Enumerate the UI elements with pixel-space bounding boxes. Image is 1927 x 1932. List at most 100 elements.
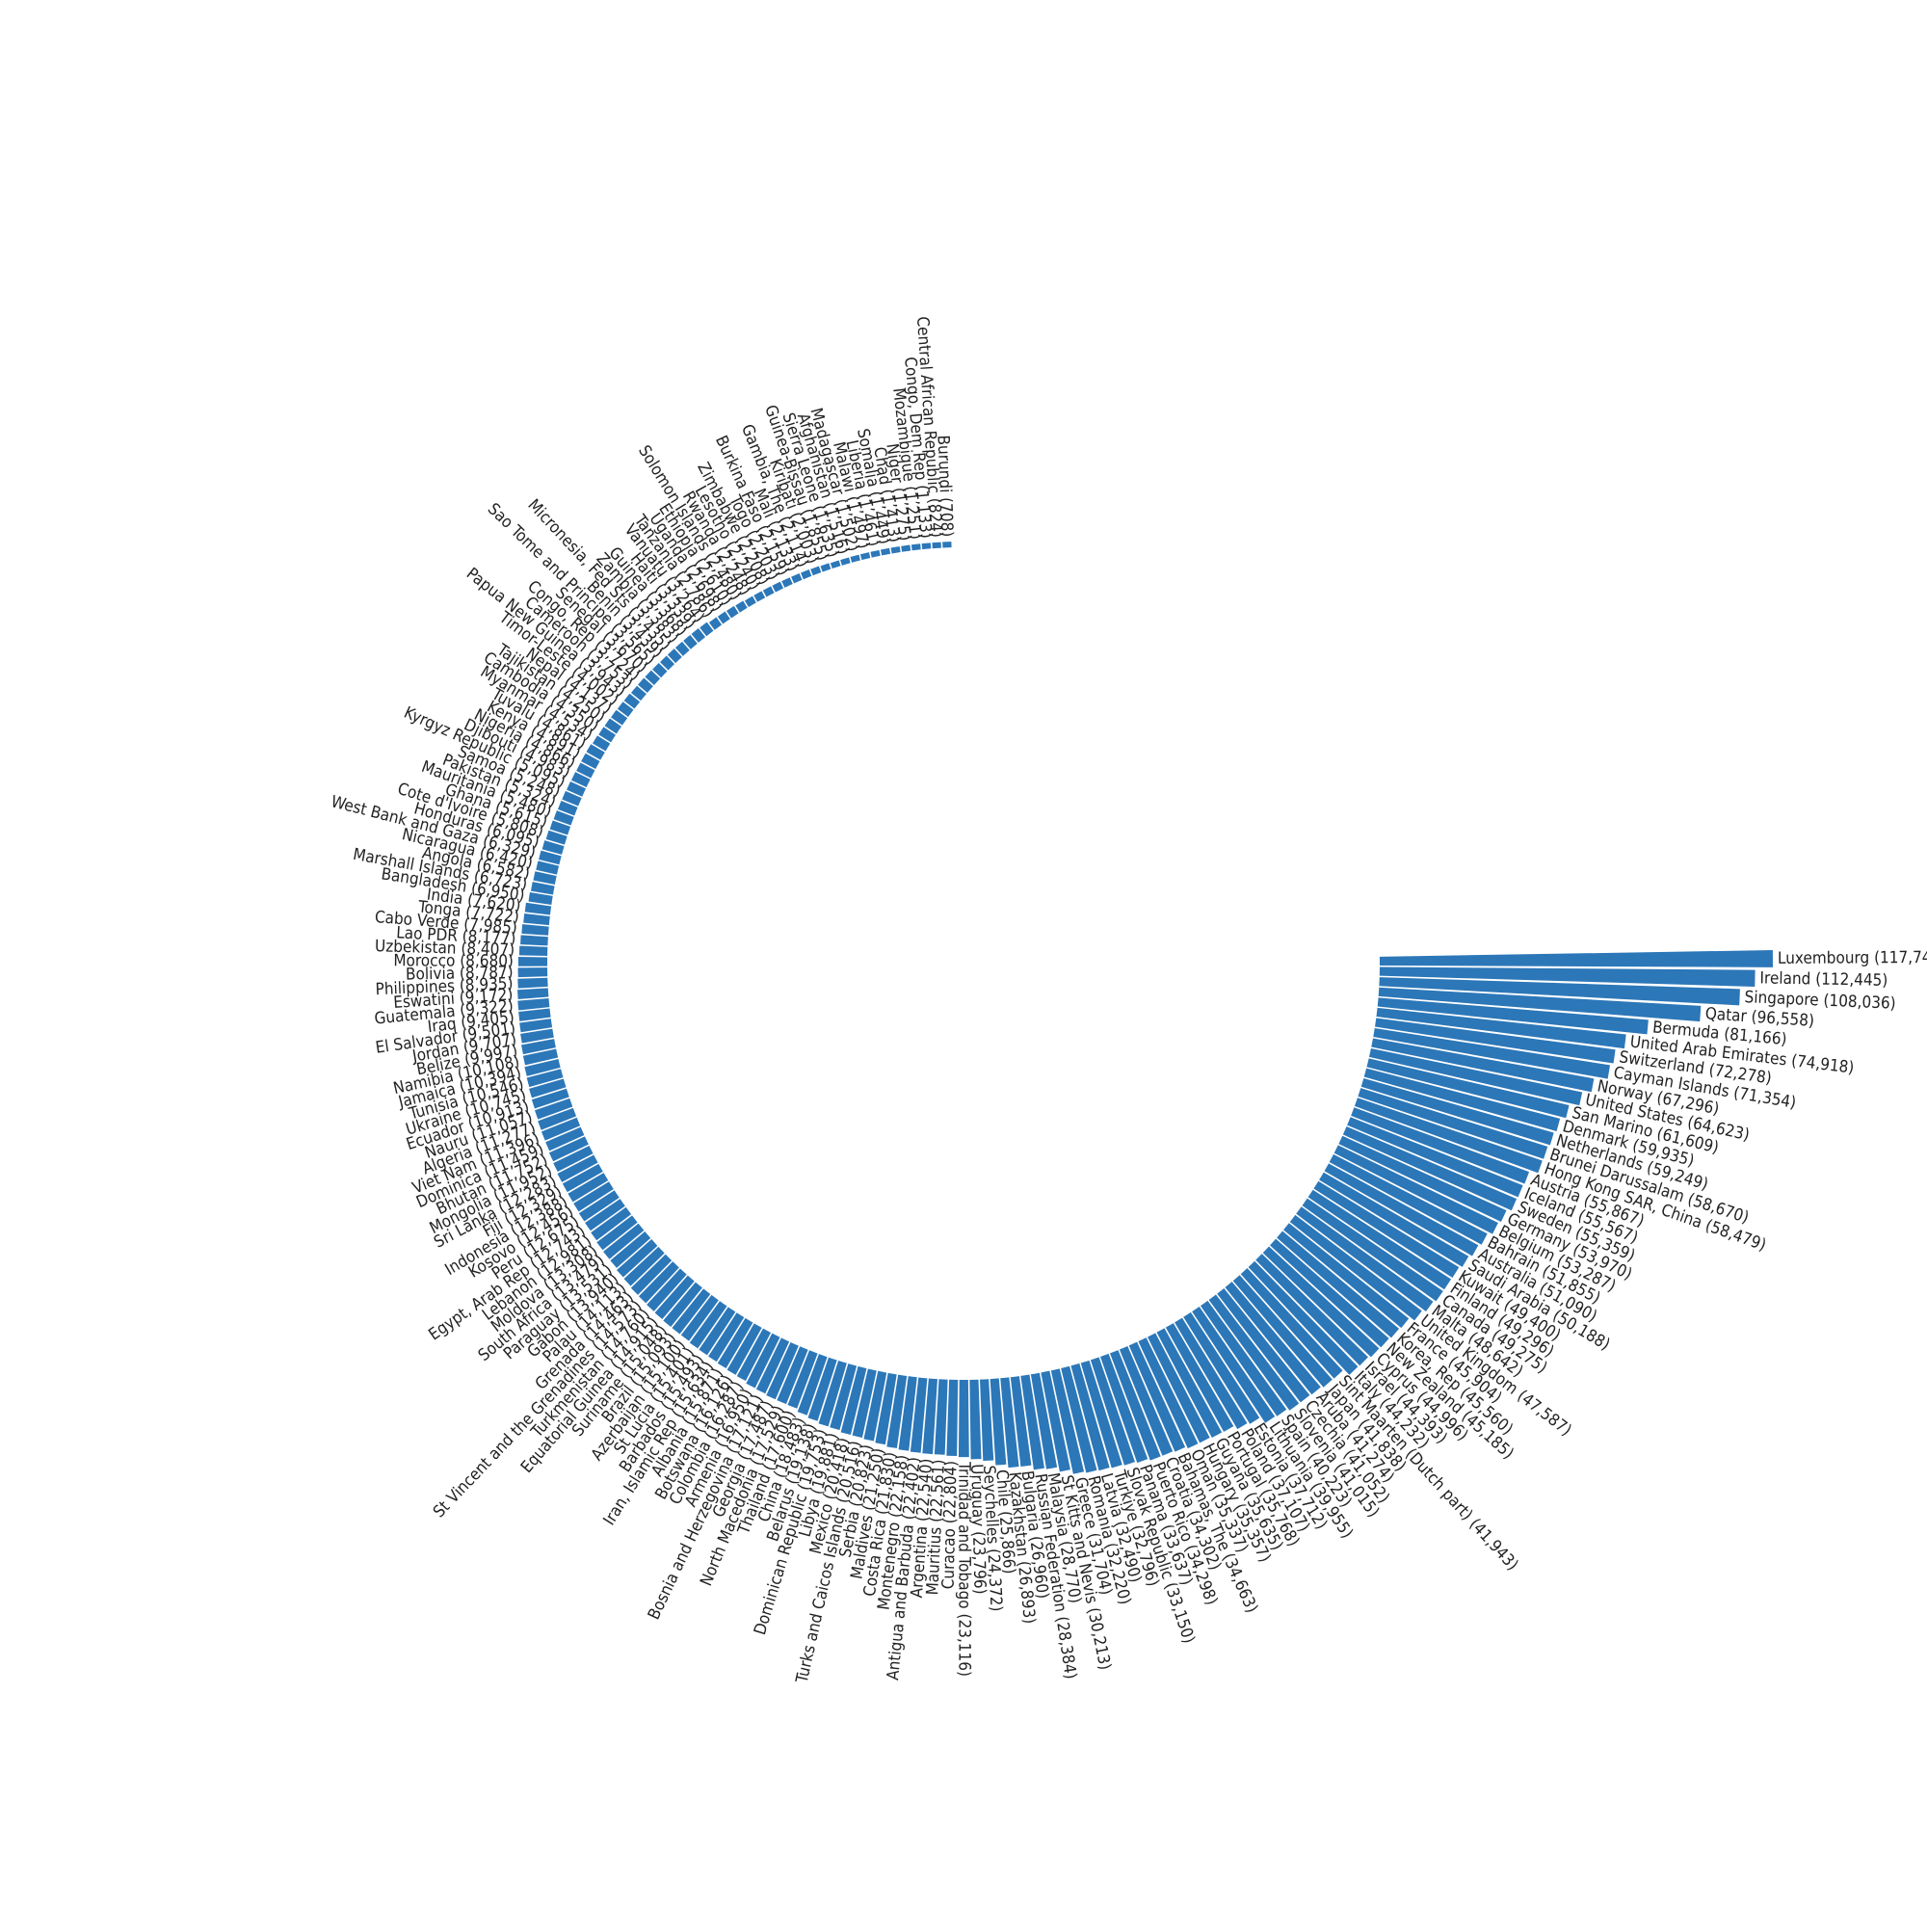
bar-south-africa	[603, 1223, 645, 1259]
bar-pakistan	[557, 801, 578, 816]
bar-armenia	[746, 1333, 780, 1389]
bar-zimbabwe	[762, 586, 775, 597]
bar-solomon-islands	[735, 600, 748, 613]
bar-jamaica	[524, 1058, 561, 1076]
bar-algeria	[538, 1107, 577, 1130]
bar-croatia	[1119, 1346, 1174, 1456]
bar-bosnia-and-herzegovina	[755, 1337, 790, 1394]
bar-chile	[990, 1378, 1007, 1466]
bar-tuvalu	[586, 744, 605, 760]
bar-burundi	[942, 542, 952, 548]
bar-saudi-arabia	[1319, 1172, 1469, 1267]
bar-senegal	[645, 670, 661, 686]
bar-viet-nam	[541, 1117, 581, 1141]
bar-kuwait	[1313, 1180, 1460, 1278]
bars-layer	[517, 542, 1773, 1474]
bar-united-kingdom	[1289, 1214, 1422, 1321]
bar-myanmar	[593, 735, 611, 752]
bar-thailand	[787, 1350, 818, 1409]
bar-nepal	[611, 709, 628, 726]
bar-mali	[791, 572, 803, 584]
bar-malawi	[859, 552, 871, 561]
bar-latvia	[1070, 1363, 1110, 1471]
bar-china	[797, 1354, 828, 1416]
bar-label: Burundi (708)	[933, 435, 956, 538]
bar-poland	[1175, 1317, 1248, 1430]
bar-guyana	[1156, 1328, 1223, 1439]
bar-botswana	[726, 1323, 762, 1375]
bar-luxembourg	[1379, 950, 1773, 967]
bar-paraguay	[610, 1231, 651, 1268]
bar-central-african-republic	[932, 542, 941, 549]
bar-indonesia	[568, 1173, 609, 1203]
bar-bahamas-the	[1128, 1341, 1186, 1452]
bar-brunei-darussalam	[1358, 1088, 1548, 1159]
bar-norway	[1371, 1038, 1595, 1093]
bar-morocco	[517, 956, 548, 966]
bar-zambia	[674, 641, 690, 656]
bar-kenya	[581, 753, 600, 770]
bar-serbia	[863, 1370, 887, 1442]
bar-label: Ireland (112,445)	[1759, 968, 1887, 990]
bar-dominican-republic	[818, 1361, 847, 1427]
bar-gabon	[617, 1239, 658, 1278]
bar-rwanda	[744, 595, 756, 608]
bar-costa-rica	[886, 1374, 908, 1448]
bar-micronesia-fed-sts	[667, 648, 682, 664]
bar-guatemala	[517, 997, 550, 1011]
bar-marshall-islands	[530, 882, 555, 895]
bar-australia	[1324, 1163, 1479, 1257]
bar-austria	[1351, 1107, 1530, 1184]
bar-lithuania	[1192, 1306, 1276, 1423]
bar-togo	[772, 581, 784, 593]
bar-tonga	[523, 913, 550, 926]
bar-sri-lanka	[557, 1154, 598, 1182]
bar-north-macedonia	[777, 1346, 808, 1405]
bar-maldives	[875, 1372, 897, 1445]
bar-kazakhstan	[1000, 1377, 1019, 1469]
bar-greece	[1050, 1368, 1085, 1474]
bar-malta	[1296, 1206, 1434, 1311]
bar-peru	[578, 1190, 620, 1222]
bar-hong-kong-sar-china	[1354, 1098, 1543, 1174]
bar-st-vincent-and-the-grenadines	[638, 1261, 679, 1304]
bar-mauritius	[934, 1379, 948, 1455]
bar-cameroon	[630, 685, 647, 701]
bar-switzerland	[1375, 1018, 1616, 1064]
bar-germany	[1338, 1135, 1507, 1223]
bar-jordan	[520, 1028, 554, 1044]
bar-romania	[1061, 1365, 1097, 1473]
bar-belize	[521, 1039, 556, 1055]
bar-label: Curacao (22,804)	[938, 1461, 961, 1590]
bar-niger	[901, 544, 911, 552]
bar-belgium	[1333, 1145, 1498, 1234]
bar-uruguay	[969, 1379, 982, 1460]
bar-new-zealand	[1270, 1238, 1389, 1348]
bar-colombia	[736, 1328, 772, 1381]
bar-nigeria	[576, 762, 595, 779]
bar-japan	[1232, 1275, 1333, 1388]
bar-israel	[1255, 1254, 1368, 1366]
bar-papua-new-guinea	[623, 693, 641, 709]
bar-sierra-leone	[830, 560, 841, 569]
bar-antigua-and-barbuda	[910, 1377, 928, 1453]
bar-congo-dem-rep	[921, 543, 932, 550]
bar-st-kitts-and-nevis	[1041, 1370, 1070, 1472]
bar-italy	[1248, 1260, 1359, 1375]
bar-madagascar	[850, 554, 860, 563]
bar-uganda	[717, 611, 730, 624]
bar-seychelles	[980, 1379, 994, 1462]
bar-angola	[533, 871, 557, 885]
bar-burkina-faso	[781, 577, 793, 588]
bar-ukraine	[529, 1078, 567, 1098]
bar-fiji	[562, 1163, 603, 1193]
bar-aruba	[1225, 1282, 1321, 1395]
bar-curacao	[946, 1379, 959, 1456]
bar-vanuatu	[700, 622, 714, 637]
bar-cyprus	[1262, 1246, 1380, 1358]
bar-tunisia	[526, 1069, 564, 1088]
bar-benin	[660, 655, 675, 671]
bar-singapore	[1379, 977, 1740, 1006]
bar-afghanistan	[840, 557, 851, 566]
bar-suriname	[663, 1282, 702, 1327]
